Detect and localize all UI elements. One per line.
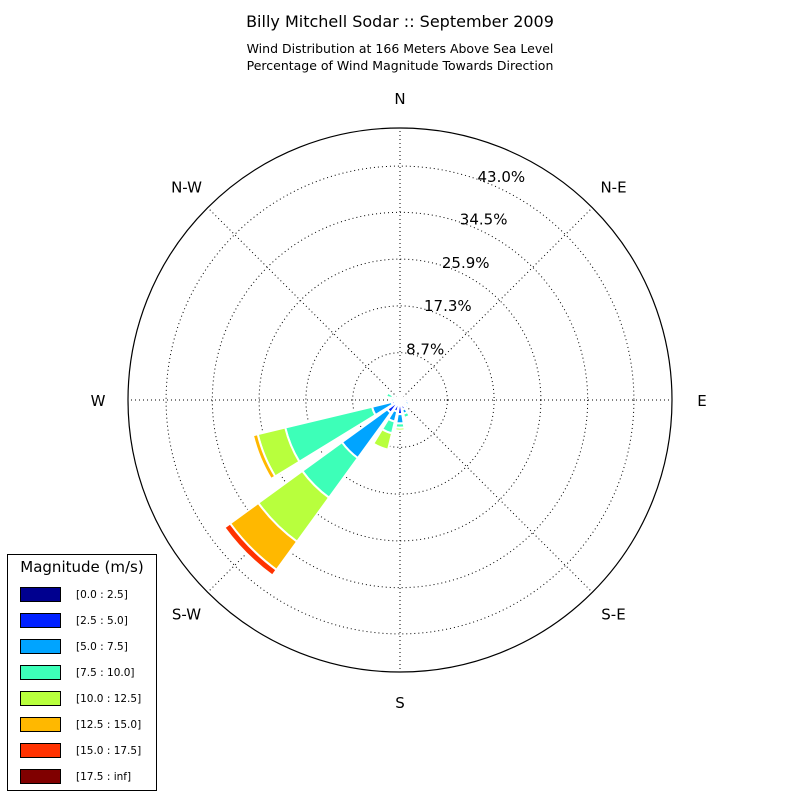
direction-label: S-E <box>601 606 625 624</box>
wind-sector-bar <box>396 395 401 400</box>
legend-title: Magnitude (m/s) <box>20 558 144 576</box>
wind-sector-bar <box>395 412 405 425</box>
legend-swatch <box>20 743 61 758</box>
radial-grid-circle <box>305 305 495 495</box>
wind-sector-bar <box>251 432 277 481</box>
radial-tick-label: 8.7% <box>406 340 444 358</box>
chart-title: Billy Mitchell Sodar :: September 2009 <box>246 12 554 31</box>
radial-grid-circle <box>165 165 635 635</box>
legend-label: [15.0 : 17.5] <box>76 745 142 757</box>
radial-tick-label: 34.5% <box>460 211 508 229</box>
legend-label: [12.5 : 15.0] <box>76 719 142 731</box>
legend-label: [10.0 : 12.5] <box>76 693 142 705</box>
legend: Magnitude (m/s) [0.0 : 2.5] [2.5 : 5.0] … <box>7 554 157 791</box>
chart-subtitle-line-1: Wind Distribution at 166 Meters Above Se… <box>246 41 554 56</box>
legend-label: [17.5 : inf] <box>76 771 132 783</box>
radial-tick-label: 17.3% <box>424 297 472 315</box>
legend-swatch <box>20 613 61 628</box>
legend-label: [0.0 : 2.5] <box>76 589 128 601</box>
wind-sector-bar <box>223 522 278 577</box>
polar-frame <box>127 127 673 673</box>
legend-swatch <box>20 691 61 706</box>
radial-grid-circle <box>352 352 448 448</box>
wind-sector-bar <box>403 414 412 421</box>
direction-label: N-W <box>171 179 202 197</box>
radial-grid-circle <box>211 211 589 589</box>
legend-label: [7.5 : 10.0] <box>76 667 135 679</box>
radial-tick-label: 25.9% <box>442 254 490 272</box>
angular-grid-line <box>207 207 401 401</box>
legend-swatch <box>20 665 61 680</box>
direction-label: W <box>91 392 106 410</box>
wind-sector-bar <box>394 426 406 432</box>
wind-sector-bar <box>385 391 395 400</box>
legend-swatch <box>20 587 61 602</box>
radial-tick-label: 43.0% <box>478 168 526 186</box>
direction-label: S-W <box>172 606 201 624</box>
legend-swatch <box>20 717 61 732</box>
direction-label: S <box>395 694 405 712</box>
legend-swatch <box>20 769 61 784</box>
legend-label: [2.5 : 5.0] <box>76 615 128 627</box>
wind-sector-bar <box>371 427 394 451</box>
direction-label: N-E <box>600 179 626 197</box>
legend-label: [5.0 : 7.5] <box>76 641 128 653</box>
chart-subtitle-line-2: Percentage of Wind Magnitude Towards Dir… <box>246 58 554 73</box>
direction-label: N <box>394 90 405 108</box>
angular-grid-line <box>399 399 593 593</box>
legend-swatch <box>20 639 61 654</box>
direction-label: E <box>697 392 706 410</box>
